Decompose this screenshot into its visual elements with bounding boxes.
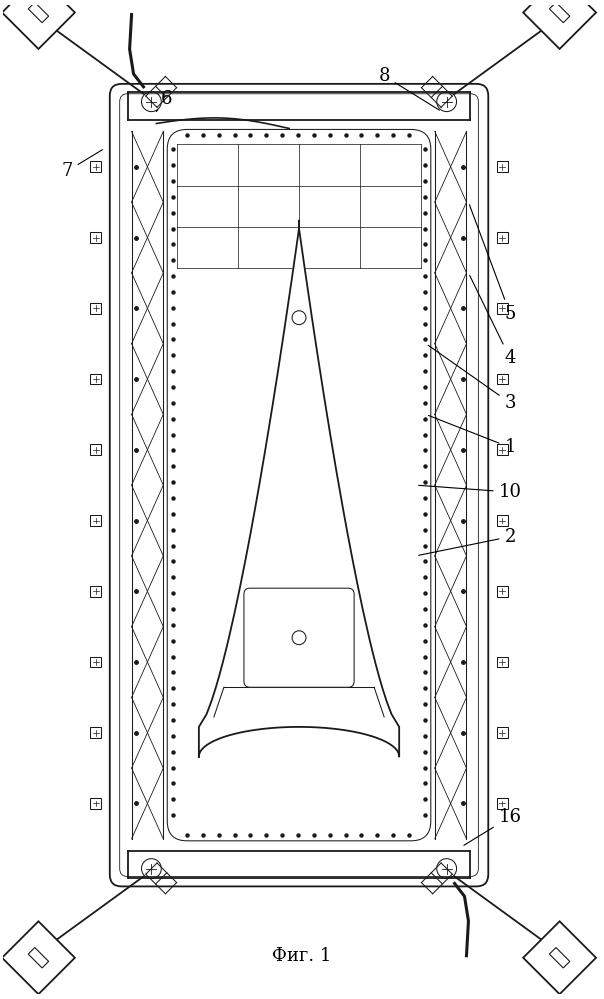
Bar <box>496 303 507 314</box>
Bar <box>496 374 507 385</box>
FancyBboxPatch shape <box>167 130 431 841</box>
Bar <box>496 232 507 243</box>
Text: 8: 8 <box>379 67 439 110</box>
Text: 1: 1 <box>428 416 516 457</box>
Bar <box>91 374 101 385</box>
Bar <box>496 515 507 525</box>
Bar <box>91 303 101 314</box>
Bar <box>91 515 101 525</box>
Polygon shape <box>28 947 49 968</box>
FancyBboxPatch shape <box>244 588 354 687</box>
Polygon shape <box>199 221 399 756</box>
Polygon shape <box>2 0 75 49</box>
Bar <box>496 162 507 172</box>
Bar <box>496 798 507 809</box>
Bar <box>91 727 101 738</box>
Bar <box>496 727 507 738</box>
Text: 5: 5 <box>469 205 516 323</box>
Text: 2: 2 <box>419 527 516 555</box>
Bar <box>91 445 101 456</box>
Polygon shape <box>550 2 570 23</box>
Text: 10: 10 <box>419 484 522 501</box>
Bar <box>91 232 101 243</box>
Text: 16: 16 <box>464 808 522 845</box>
Bar <box>496 585 507 596</box>
Bar <box>91 798 101 809</box>
Bar <box>496 445 507 456</box>
Polygon shape <box>550 947 570 968</box>
Bar <box>91 656 101 667</box>
Polygon shape <box>2 921 75 994</box>
Bar <box>496 656 507 667</box>
Text: 6: 6 <box>156 90 172 112</box>
Text: 3: 3 <box>428 346 516 412</box>
Bar <box>91 585 101 596</box>
FancyBboxPatch shape <box>110 84 488 886</box>
Text: 7: 7 <box>62 150 103 180</box>
Text: Фиг. 1: Фиг. 1 <box>272 947 332 965</box>
Polygon shape <box>523 0 596 49</box>
Polygon shape <box>523 921 596 994</box>
Polygon shape <box>28 2 49 23</box>
Bar <box>91 162 101 172</box>
Text: 4: 4 <box>470 276 516 368</box>
